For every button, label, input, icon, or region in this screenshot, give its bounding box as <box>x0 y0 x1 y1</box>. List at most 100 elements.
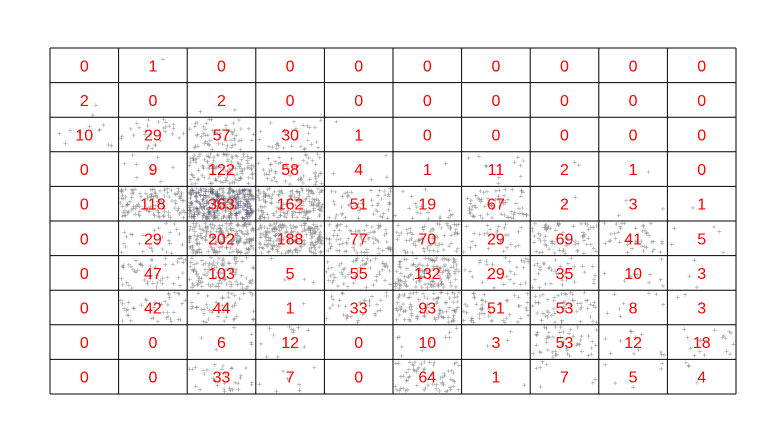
data-point <box>257 382 262 387</box>
data-point <box>591 319 595 324</box>
data-point <box>315 227 320 232</box>
data-point <box>359 250 364 255</box>
data-point <box>346 236 351 241</box>
data-point <box>218 131 223 136</box>
data-point <box>236 178 241 183</box>
data-point <box>226 231 231 236</box>
data-point <box>364 247 369 252</box>
data-point <box>478 258 483 263</box>
data-point <box>393 361 398 366</box>
data-point <box>518 316 523 321</box>
data-point <box>240 286 245 291</box>
data-point <box>633 335 638 340</box>
data-point <box>397 292 402 297</box>
data-point <box>143 191 148 196</box>
data-point <box>256 161 261 166</box>
data-point <box>232 180 237 185</box>
data-point <box>586 334 591 339</box>
data-point <box>426 281 431 286</box>
data-point <box>532 234 537 239</box>
data-point <box>569 256 574 261</box>
data-point <box>375 209 380 214</box>
data-point <box>397 282 402 287</box>
data-point <box>376 201 381 206</box>
data-point <box>193 194 198 199</box>
data-point <box>433 281 437 286</box>
data-point <box>328 306 332 311</box>
data-point <box>446 215 451 220</box>
data-point <box>266 193 271 198</box>
data-point <box>647 233 651 238</box>
data-point <box>123 194 128 199</box>
data-point <box>297 200 301 205</box>
data-point <box>506 232 511 237</box>
data-point <box>495 228 500 232</box>
data-point <box>329 189 334 194</box>
data-point <box>357 208 362 213</box>
data-point <box>167 295 172 300</box>
data-point <box>585 298 590 303</box>
data-point <box>536 300 541 305</box>
data-point <box>434 255 439 260</box>
data-point <box>269 162 273 167</box>
data-point <box>196 282 200 287</box>
data-point <box>628 274 633 279</box>
data-point <box>364 261 369 265</box>
data-point <box>250 278 255 283</box>
data-point <box>201 197 206 201</box>
data-point <box>509 242 513 247</box>
data-point <box>584 242 589 247</box>
data-point <box>507 259 512 264</box>
cell-count-label: 122 <box>208 162 235 179</box>
data-point <box>573 242 578 247</box>
data-point <box>699 301 704 306</box>
data-point <box>530 226 535 231</box>
data-point <box>717 229 722 234</box>
data-point <box>315 152 320 157</box>
data-point <box>312 200 317 204</box>
data-point <box>238 373 243 378</box>
data-point <box>160 276 165 281</box>
data-point <box>152 228 157 233</box>
data-point <box>276 161 281 166</box>
data-point <box>445 223 450 228</box>
data-point <box>257 241 262 245</box>
data-point <box>199 307 204 312</box>
data-point <box>227 250 232 255</box>
data-point <box>152 187 157 192</box>
data-point <box>163 120 168 125</box>
data-point <box>472 231 477 236</box>
data-point <box>274 146 279 151</box>
data-point <box>146 205 150 210</box>
data-point <box>396 223 401 228</box>
data-point <box>406 367 411 372</box>
data-point <box>294 224 299 229</box>
data-point <box>590 264 595 269</box>
data-point <box>247 236 252 241</box>
data-point <box>245 205 250 210</box>
data-point <box>542 238 547 243</box>
data-point <box>659 352 664 357</box>
data-point <box>455 231 460 236</box>
cell-count-label: 3 <box>629 197 638 214</box>
data-point <box>157 215 162 220</box>
data-point <box>415 315 420 319</box>
data-point <box>291 209 296 214</box>
data-point <box>416 297 421 302</box>
data-point <box>153 265 158 270</box>
data-point <box>538 365 543 370</box>
data-point <box>437 242 442 246</box>
data-point <box>270 247 275 252</box>
data-point <box>242 204 247 208</box>
data-point <box>119 250 124 255</box>
data-point <box>630 246 634 251</box>
data-point <box>446 276 451 281</box>
data-point <box>603 362 608 367</box>
data-point <box>407 360 412 365</box>
data-point <box>207 261 212 266</box>
data-point <box>299 210 304 215</box>
data-point <box>234 314 239 319</box>
data-point <box>563 291 568 296</box>
data-point <box>267 238 271 243</box>
data-point <box>345 194 350 199</box>
